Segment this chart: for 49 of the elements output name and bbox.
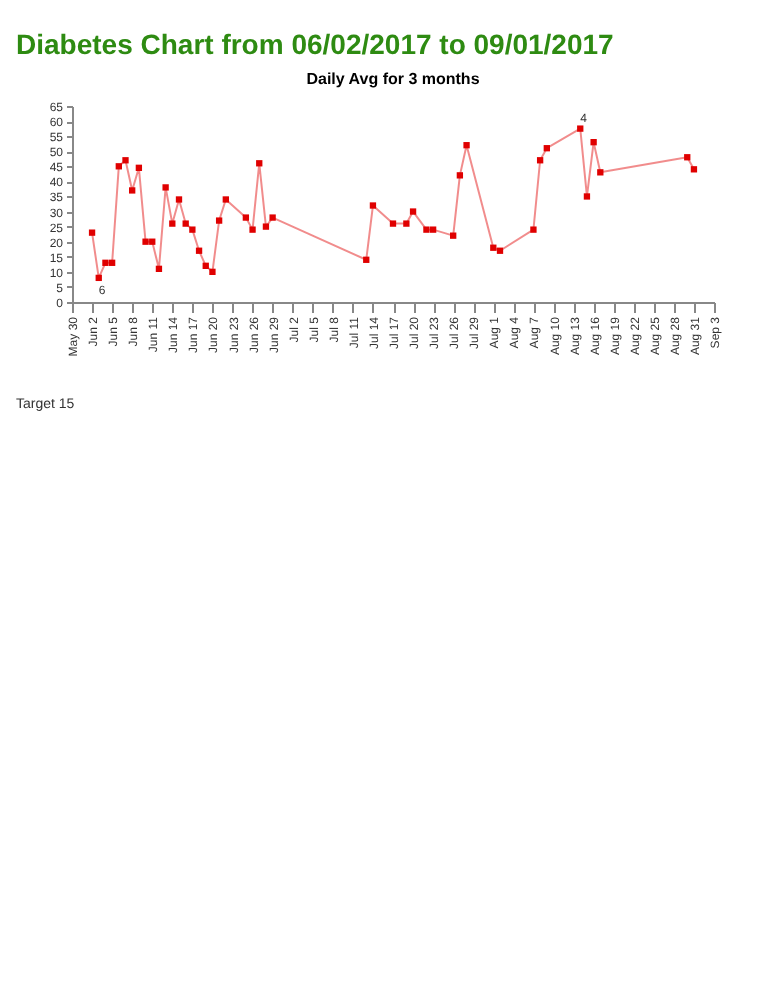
point — [88, 229, 96, 236]
point — [102, 259, 109, 266]
point — [684, 154, 691, 161]
point — [215, 217, 223, 224]
point — [242, 214, 250, 221]
point — [530, 226, 537, 233]
point — [95, 274, 102, 282]
point — [490, 244, 497, 251]
point — [108, 259, 116, 266]
point — [182, 220, 189, 227]
point — [597, 169, 604, 176]
point — [369, 202, 377, 209]
point — [202, 262, 209, 269]
point — [142, 238, 149, 245]
point — [429, 226, 437, 233]
point — [169, 220, 176, 227]
point — [149, 238, 156, 245]
point — [496, 247, 504, 254]
point — [262, 223, 270, 230]
point — [135, 164, 143, 171]
point — [269, 214, 276, 221]
point — [590, 139, 597, 146]
point — [403, 220, 410, 227]
point — [450, 232, 457, 239]
point — [409, 208, 417, 215]
point — [583, 193, 591, 200]
point — [256, 160, 263, 167]
point — [389, 220, 397, 227]
point — [543, 145, 550, 152]
point — [175, 196, 183, 203]
point — [456, 172, 464, 179]
point — [189, 226, 196, 233]
point — [195, 247, 203, 254]
point — [155, 265, 163, 272]
point — [162, 184, 169, 191]
point — [577, 125, 584, 132]
point — [129, 187, 136, 194]
chart-title: Diabetes Chart from 06/02/2017 to 09/01/2017 — [14, 26, 616, 60]
point — [463, 142, 470, 149]
point — [423, 226, 430, 233]
point — [122, 157, 129, 164]
point — [536, 157, 544, 164]
point — [115, 163, 122, 170]
point — [222, 196, 229, 203]
point — [249, 226, 256, 233]
point — [690, 166, 698, 173]
chart-subtitle: Daily Avg for 3 months — [306, 70, 481, 88]
point — [209, 268, 216, 276]
point — [363, 256, 370, 263]
